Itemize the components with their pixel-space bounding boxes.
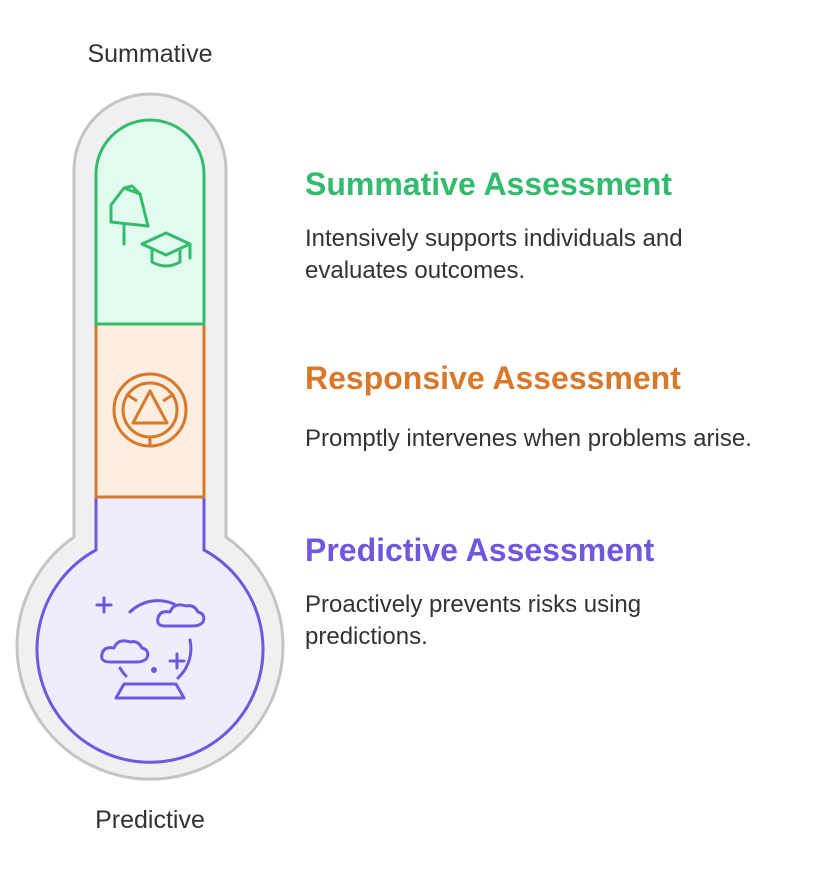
warning-triangle-icon bbox=[112, 372, 188, 448]
stage-description: Intensively supports individuals and eva… bbox=[305, 225, 683, 284]
bell-graduation-cap-icon bbox=[109, 184, 192, 268]
thermometer-diagram bbox=[15, 92, 285, 781]
scale-bottom-label: Predictive bbox=[95, 806, 205, 834]
stage-description: Promptly intervenes when problems arise. bbox=[305, 425, 752, 452]
crystal-ball-icon bbox=[95, 596, 206, 700]
stage-description: Proactively prevents risks using predict… bbox=[305, 591, 642, 650]
stage-title: Predictive Assessment bbox=[305, 532, 655, 568]
stage-predictive: Predictive Assessment Proactively preven… bbox=[305, 531, 815, 653]
stage-responsive: Responsive Assessment Promptly intervene… bbox=[305, 359, 815, 455]
predictive-segment bbox=[35, 495, 265, 764]
summative-segment bbox=[94, 118, 206, 326]
responsive-segment bbox=[94, 322, 206, 499]
stage-title: Summative Assessment bbox=[305, 166, 672, 202]
stage-summative: Summative Assessment Intensively support… bbox=[305, 165, 815, 287]
stage-title: Responsive Assessment bbox=[305, 360, 681, 396]
scale-top-label: Summative bbox=[87, 40, 213, 68]
